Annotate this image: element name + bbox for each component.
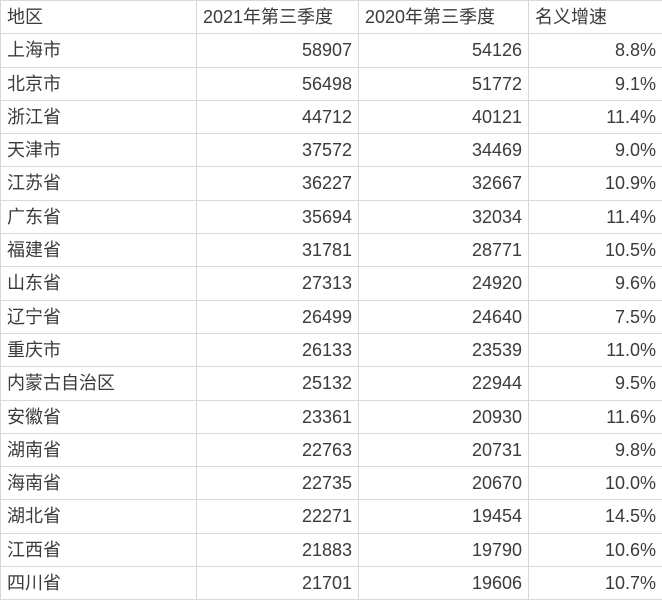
income-table: 地区 2021年第三季度 2020年第三季度 名义增速 上海市 58907 54… (0, 0, 662, 600)
cell-growth: 14.5% (529, 500, 662, 533)
table-row: 安徽省 23361 20930 11.6% (1, 400, 662, 433)
cell-2021q3: 22271 (197, 500, 359, 533)
cell-2020q3: 20930 (359, 400, 529, 433)
cell-region: 湖南省 (1, 433, 197, 466)
table-row: 四川省 21701 19606 10.7% (1, 567, 662, 600)
table-row: 湖北省 22271 19454 14.5% (1, 500, 662, 533)
cell-2020q3: 40121 (359, 100, 529, 133)
cell-growth: 9.6% (529, 267, 662, 300)
cell-region: 辽宁省 (1, 300, 197, 333)
cell-2020q3: 19606 (359, 567, 529, 600)
cell-2020q3: 28771 (359, 234, 529, 267)
table-header-row: 地区 2021年第三季度 2020年第三季度 名义增速 (1, 1, 662, 34)
table-row: 福建省 31781 28771 10.5% (1, 234, 662, 267)
table-row: 海南省 22735 20670 10.0% (1, 467, 662, 500)
cell-growth: 9.0% (529, 134, 662, 167)
cell-2021q3: 26133 (197, 333, 359, 366)
cell-2020q3: 51772 (359, 67, 529, 100)
cell-2021q3: 22735 (197, 467, 359, 500)
cell-growth: 9.1% (529, 67, 662, 100)
cell-2021q3: 22763 (197, 433, 359, 466)
table-row: 广东省 35694 32034 11.4% (1, 200, 662, 233)
table-row: 浙江省 44712 40121 11.4% (1, 100, 662, 133)
cell-region: 内蒙古自治区 (1, 367, 197, 400)
cell-growth: 10.5% (529, 234, 662, 267)
table-row: 上海市 58907 54126 8.8% (1, 34, 662, 67)
cell-growth: 11.0% (529, 333, 662, 366)
cell-region: 四川省 (1, 567, 197, 600)
table-body: 上海市 58907 54126 8.8% 北京市 56498 51772 9.1… (1, 34, 662, 600)
cell-growth: 11.4% (529, 100, 662, 133)
cell-growth: 10.6% (529, 533, 662, 566)
cell-2021q3: 56498 (197, 67, 359, 100)
cell-2020q3: 19454 (359, 500, 529, 533)
cell-growth: 11.6% (529, 400, 662, 433)
cell-region: 山东省 (1, 267, 197, 300)
cell-region: 上海市 (1, 34, 197, 67)
table-row: 辽宁省 26499 24640 7.5% (1, 300, 662, 333)
cell-2021q3: 44712 (197, 100, 359, 133)
table-row: 山东省 27313 24920 9.6% (1, 267, 662, 300)
cell-2020q3: 20731 (359, 433, 529, 466)
cell-region: 浙江省 (1, 100, 197, 133)
table-row: 江西省 21883 19790 10.6% (1, 533, 662, 566)
cell-growth: 9.5% (529, 367, 662, 400)
cell-region: 安徽省 (1, 400, 197, 433)
cell-2021q3: 25132 (197, 367, 359, 400)
table-row: 湖南省 22763 20731 9.8% (1, 433, 662, 466)
cell-2021q3: 36227 (197, 167, 359, 200)
table-row: 江苏省 36227 32667 10.9% (1, 167, 662, 200)
cell-2020q3: 32667 (359, 167, 529, 200)
cell-2020q3: 24640 (359, 300, 529, 333)
cell-growth: 9.8% (529, 433, 662, 466)
table-row: 内蒙古自治区 25132 22944 9.5% (1, 367, 662, 400)
cell-region: 江苏省 (1, 167, 197, 200)
cell-2021q3: 23361 (197, 400, 359, 433)
cell-2020q3: 54126 (359, 34, 529, 67)
cell-2020q3: 32034 (359, 200, 529, 233)
cell-2021q3: 58907 (197, 34, 359, 67)
cell-growth: 10.9% (529, 167, 662, 200)
cell-region: 福建省 (1, 234, 197, 267)
cell-growth: 10.7% (529, 567, 662, 600)
col-header-region: 地区 (1, 1, 197, 34)
data-table-container: 地区 2021年第三季度 2020年第三季度 名义增速 上海市 58907 54… (0, 0, 662, 600)
cell-region: 广东省 (1, 200, 197, 233)
cell-region: 重庆市 (1, 333, 197, 366)
cell-growth: 8.8% (529, 34, 662, 67)
cell-2021q3: 37572 (197, 134, 359, 167)
col-header-2021q3: 2021年第三季度 (197, 1, 359, 34)
cell-growth: 7.5% (529, 300, 662, 333)
cell-region: 海南省 (1, 467, 197, 500)
cell-2020q3: 34469 (359, 134, 529, 167)
cell-2020q3: 24920 (359, 267, 529, 300)
cell-region: 湖北省 (1, 500, 197, 533)
cell-growth: 11.4% (529, 200, 662, 233)
col-header-2020q3: 2020年第三季度 (359, 1, 529, 34)
cell-2021q3: 35694 (197, 200, 359, 233)
cell-2020q3: 22944 (359, 367, 529, 400)
table-row: 天津市 37572 34469 9.0% (1, 134, 662, 167)
cell-2020q3: 23539 (359, 333, 529, 366)
cell-region: 江西省 (1, 533, 197, 566)
cell-region: 北京市 (1, 67, 197, 100)
cell-growth: 10.0% (529, 467, 662, 500)
table-row: 北京市 56498 51772 9.1% (1, 67, 662, 100)
cell-2021q3: 21883 (197, 533, 359, 566)
table-row: 重庆市 26133 23539 11.0% (1, 333, 662, 366)
cell-2020q3: 19790 (359, 533, 529, 566)
cell-region: 天津市 (1, 134, 197, 167)
cell-2021q3: 31781 (197, 234, 359, 267)
col-header-growth: 名义增速 (529, 1, 662, 34)
cell-2021q3: 21701 (197, 567, 359, 600)
cell-2021q3: 27313 (197, 267, 359, 300)
cell-2020q3: 20670 (359, 467, 529, 500)
cell-2021q3: 26499 (197, 300, 359, 333)
